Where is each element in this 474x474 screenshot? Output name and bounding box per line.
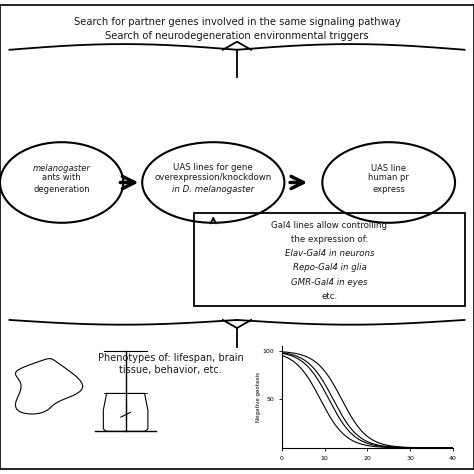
Text: tissue, behavior, etc.: tissue, behavior, etc. — [119, 365, 222, 375]
Text: express: express — [372, 185, 405, 194]
Text: Repo-Gal4 in glia: Repo-Gal4 in glia — [292, 264, 366, 272]
Text: GMR-Gal4 in eyes: GMR-Gal4 in eyes — [291, 278, 368, 286]
Text: Search of neurodegeneration environmental triggers: Search of neurodegeneration environmenta… — [105, 31, 369, 41]
Text: Gal4 lines allow controlling: Gal4 lines allow controlling — [272, 221, 387, 229]
Text: melanogaster: melanogaster — [33, 164, 91, 173]
Text: etc.: etc. — [321, 292, 337, 301]
Text: Phenotypes of: lifespan, brain: Phenotypes of: lifespan, brain — [98, 353, 244, 363]
Text: in D. melanogaster: in D. melanogaster — [172, 185, 255, 194]
Text: the expression of:: the expression of: — [291, 235, 368, 244]
Text: Search for partner genes involved in the same signaling pathway: Search for partner genes involved in the… — [73, 17, 401, 27]
Text: overexpression/knockdown: overexpression/knockdown — [155, 173, 272, 182]
Text: UAS lines for gene: UAS lines for gene — [173, 163, 253, 172]
Text: UAS line: UAS line — [371, 164, 406, 173]
Text: human pr: human pr — [368, 173, 409, 182]
Bar — [194, 213, 465, 306]
Text: degeneration: degeneration — [33, 185, 90, 194]
Text: Elav-Gal4 in neurons: Elav-Gal4 in neurons — [285, 249, 374, 258]
Text: ants with: ants with — [42, 173, 81, 182]
